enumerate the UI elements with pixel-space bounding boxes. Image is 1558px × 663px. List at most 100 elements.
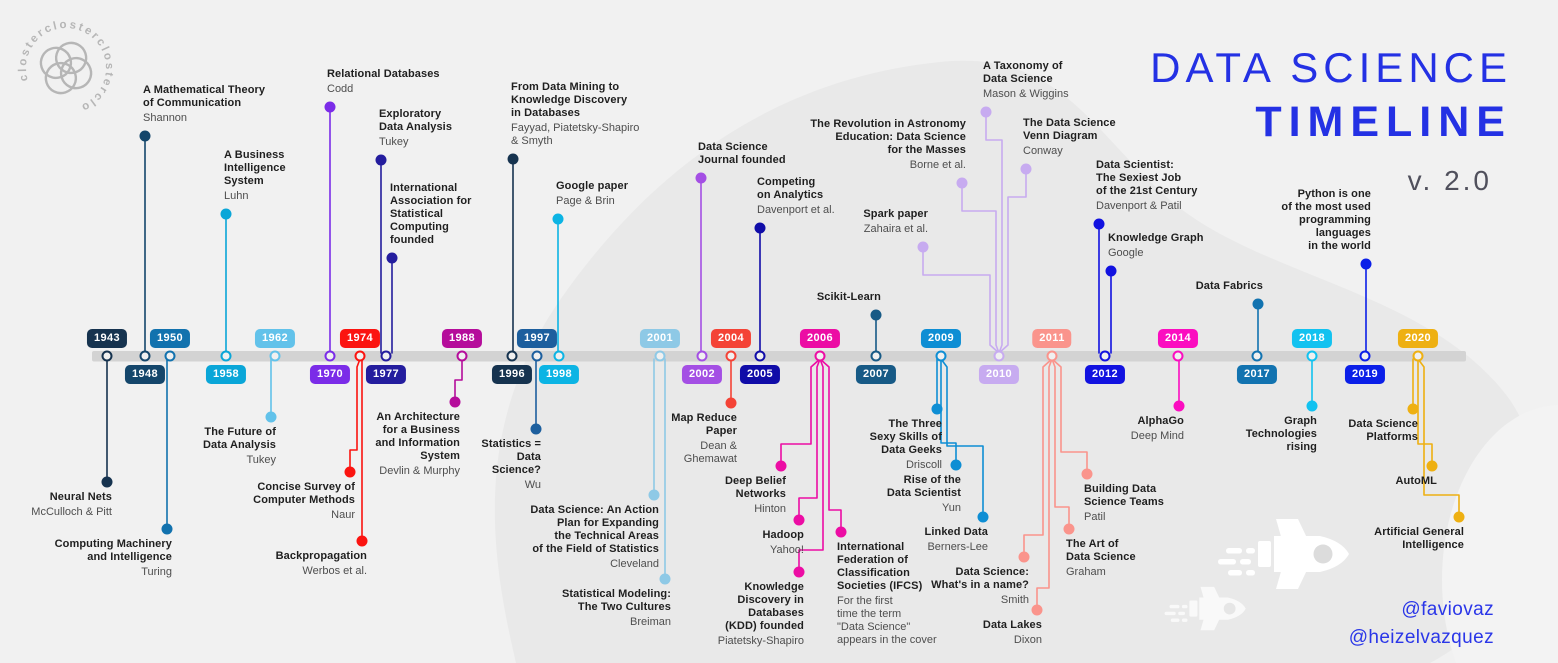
event-title: Linked Data — [924, 526, 988, 538]
event-label-a-mathematical-theory-of-com: A Mathematical Theory of Communication Sh… — [143, 84, 265, 125]
event-author: Wu — [524, 479, 541, 491]
event-label-rise-of-the-data-scientist: Rise of the Data Scientist Yun — [887, 474, 961, 515]
year-badge-1998: 1998 — [538, 365, 580, 384]
event-label-neural-nets: Neural Nets McCulloch & Pitt — [31, 491, 112, 519]
event-author: Mason & Wiggins — [983, 88, 1069, 100]
year-badge-1958: 1958 — [205, 365, 247, 384]
event-title: AlphaGo — [1137, 415, 1184, 427]
event-title: Competing on Analytics — [757, 176, 824, 201]
year-badge-2020: 2020 — [1397, 329, 1439, 348]
event-author: Zahaira et al. — [863, 223, 928, 235]
year-badge-2007: 2007 — [855, 365, 897, 384]
event-title: Rise of the Data Scientist — [886, 474, 961, 499]
event-author: McCulloch & Pitt — [31, 506, 112, 518]
event-label-spark-paper: Spark paper Zahaira et al. — [863, 208, 928, 236]
event-author: For the first time the term "Data Scienc… — [837, 595, 937, 646]
credit-handle: @faviovaz — [1401, 599, 1494, 620]
event-title: The Data Science Venn Diagram — [1023, 117, 1116, 142]
year-badge-1962: 1962 — [254, 329, 296, 348]
event-label-a-business-intelligence-syst: A Business Intelligence System Luhn — [224, 149, 286, 203]
event-title: The Revolution in Astronomy Education: D… — [810, 118, 966, 156]
year-badge-1950: 1950 — [149, 329, 191, 348]
event-author: Naur — [331, 509, 355, 521]
event-label-from-data-mining-to-knowledg: From Data Mining to Knowledge Discovery … — [511, 81, 639, 148]
event-author: Breiman — [630, 616, 671, 628]
event-label-data-scientist-the-sexiest-j: Data Scientist: The Sexiest Job of the 2… — [1096, 159, 1198, 213]
year-badge-2011: 2011 — [1032, 329, 1072, 348]
event-label-linked-data: Linked Data Berners-Lee — [925, 526, 988, 554]
event-label-the-revolution-in-astronomy-: The Revolution in Astronomy Education: D… — [810, 118, 966, 172]
title-line2: TIMELINE — [1255, 98, 1512, 146]
event-author: Conway — [1023, 145, 1063, 157]
event-title: Data Science Journal founded — [698, 141, 786, 166]
event-title: Map Reduce Paper — [671, 412, 737, 437]
event-author: Luhn — [224, 190, 249, 202]
year-badge-1996: 1996 — [491, 365, 533, 384]
event-title: Relational Databases — [327, 68, 440, 80]
event-author: Borne et al. — [909, 159, 966, 171]
event-title: Data Scientist: The Sexiest Job of the 2… — [1096, 159, 1198, 197]
event-label-deep-belief-networks: Deep Belief Networks Hinton — [725, 475, 786, 516]
credit-handle: @heizelvazquez — [1348, 627, 1494, 648]
event-author: Codd — [327, 83, 354, 95]
event-label-hadoop: Hadoop Yahoo! — [762, 529, 804, 557]
event-title: Google paper — [556, 180, 629, 192]
event-title: Scikit-Learn — [816, 291, 881, 303]
event-author: Cleveland — [610, 558, 659, 570]
event-title: The Art of Data Science — [1066, 538, 1136, 563]
event-author: Driscoll — [905, 459, 942, 471]
event-author: Page & Brin — [556, 195, 615, 207]
event-label-data-lakes: Data Lakes Dixon — [983, 619, 1042, 647]
event-title: From Data Mining to Knowledge Discovery … — [511, 81, 628, 119]
event-title: Artificial General Intelligence — [1374, 526, 1464, 551]
event-author: Yun — [942, 502, 961, 514]
event-label-google-paper: Google paper Page & Brin — [556, 180, 628, 208]
event-author: Dean & Ghemawat — [683, 440, 737, 465]
year-badge-1943: 1943 — [86, 329, 128, 348]
event-label-computing-machinery-and-inte: Computing Machinery and Intelligence Turi… — [55, 538, 172, 579]
event-label-scikit-learn: Scikit-Learn — [817, 291, 881, 304]
event-title: Data Science: An Action Plan for Expandi… — [530, 504, 659, 555]
event-author: Graham — [1066, 566, 1106, 578]
event-title: Python is one of the most used programmi… — [1281, 188, 1371, 252]
year-badge-2004: 2004 — [710, 329, 752, 348]
year-badge-1977: 1977 — [365, 365, 407, 384]
event-label-competing-on-analytics: Competing on Analytics Davenport et al. — [757, 176, 835, 217]
event-author: Werbos et al. — [302, 565, 367, 577]
year-badge-2014: 2014 — [1157, 329, 1199, 348]
event-author: Tukey — [246, 454, 276, 466]
title-line1: DATA SCIENCE — [1150, 44, 1512, 91]
event-title: Data Fabrics — [1195, 280, 1263, 292]
event-label-backpropagation: Backpropagation Werbos et al. — [276, 550, 367, 578]
event-author: Smith — [1000, 594, 1029, 606]
event-author: Davenport & Patil — [1096, 200, 1182, 212]
event-title: Spark paper — [863, 208, 928, 220]
event-title: Data Science Platforms — [1348, 418, 1418, 443]
event-author: Patil — [1084, 511, 1106, 523]
event-title: Statistics = Data Science? — [481, 438, 541, 476]
year-badge-2018: 2018 — [1291, 329, 1333, 348]
event-label-alphago: AlphaGo Deep Mind — [1131, 415, 1184, 443]
version-label: v. 2.0 — [1407, 165, 1492, 196]
event-title: A Mathematical Theory of Communication — [143, 84, 266, 109]
year-badge-2001: 2001 — [639, 329, 681, 348]
event-label-statistical-modeling-the-two: Statistical Modeling: The Two Cultures Br… — [562, 588, 671, 629]
event-author: Dixon — [1013, 634, 1042, 646]
event-title: A Taxonomy of Data Science — [983, 60, 1063, 85]
event-author: Yahoo! — [769, 544, 804, 556]
event-title: Knowledge Discovery in Databases (KDD) f… — [725, 581, 804, 632]
event-title: Hadoop — [762, 529, 804, 541]
page-title: DATA SCIENCE TIMELINE v. 2.0 — [1150, 44, 1512, 197]
event-title: Computing Machinery and Intelligence — [54, 538, 172, 563]
event-label-international-association-fo: International Association for Statistica… — [390, 182, 472, 247]
event-label-the-art-of-data-science: The Art of Data Science Graham — [1066, 538, 1136, 579]
event-author: Berners-Lee — [927, 541, 988, 553]
event-author: Shannon — [143, 112, 188, 124]
event-title: Statistical Modeling: The Two Cultures — [561, 588, 671, 613]
year-badge-2009: 2009 — [920, 329, 962, 348]
event-title: International Association for Statistica… — [390, 182, 472, 246]
event-author: Hinton — [754, 503, 786, 515]
event-label-concise-survey-of-computer-m: Concise Survey of Computer Methods Naur — [253, 481, 355, 522]
